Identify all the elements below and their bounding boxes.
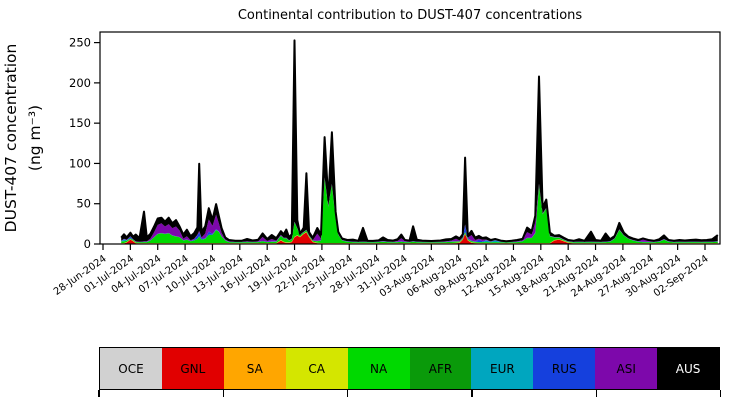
legend-label: AFR (428, 361, 453, 376)
legend-label: NA (369, 361, 388, 376)
y-tick-label: 150 (69, 116, 91, 130)
legend-label: EUR (490, 361, 515, 376)
legend-item-oce: OCE (100, 348, 162, 389)
legend-item-sa: SA (223, 348, 286, 389)
legend-tick-mark (720, 390, 722, 397)
legend-label: CA (308, 361, 325, 376)
legend-label: SA (246, 361, 263, 376)
y-axis-label-line2: (ng m⁻³) (26, 105, 44, 171)
chart-title: Continental contribution to DUST-407 con… (238, 8, 583, 23)
legend-tick-mark (347, 390, 349, 397)
legend-item-aus: AUS (657, 348, 720, 389)
axes: 05010015020025028-Jun-202401-Jul-202404-… (52, 31, 721, 300)
legend-tick-mark (222, 390, 225, 397)
y-tick-label: 200 (69, 76, 91, 90)
legend-tick-mark (471, 390, 473, 397)
legend-item-afr: AFR (409, 348, 472, 389)
legend-label: AUS (675, 361, 701, 376)
y-tick-label: 50 (76, 197, 91, 211)
legend-item-asi: ASI (595, 348, 658, 389)
legend-item-ca: CA (285, 348, 348, 389)
legend-item-eur: EUR (471, 348, 534, 389)
legend-label: GNL (180, 361, 206, 376)
legend-label: RUS (551, 361, 577, 376)
legend: OCE GNL SA CA NA AFR EUR RUS ASI AUS (99, 347, 720, 390)
total-outline (120, 39, 719, 243)
y-tick-label: 0 (84, 237, 91, 251)
legend-item-gnl: GNL (161, 348, 224, 389)
y-tick-label: 100 (69, 156, 91, 170)
y-axis-label-line1: DUST-407 concentration (2, 44, 20, 233)
legend-item-rus: RUS (533, 348, 596, 389)
legend-label: ASI (616, 361, 636, 376)
legend-tick-mark (98, 390, 100, 397)
legend-item-na: NA (347, 348, 410, 389)
area-asi (121, 177, 718, 243)
stacked-area-layers (120, 39, 719, 244)
legend-tick-mark (595, 390, 598, 397)
legend-label: OCE (118, 361, 144, 376)
y-tick-label: 250 (69, 36, 91, 50)
